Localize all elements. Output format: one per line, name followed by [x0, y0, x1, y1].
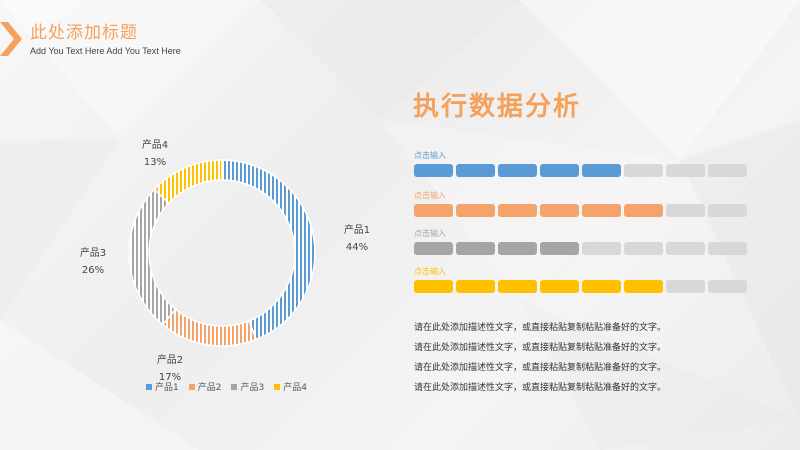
progress-segment-filled [414, 204, 453, 217]
legend-item: 产品2 [188, 380, 222, 393]
slice-percent-label: 13% [144, 157, 166, 168]
legend-swatch [146, 383, 152, 390]
progress-segment-filled [582, 164, 621, 177]
legend-item: 产品1 [146, 380, 179, 393]
legend-label: 产品4 [283, 383, 307, 393]
progress-segment-filled [540, 164, 579, 177]
progress-segment-filled [498, 164, 537, 177]
progress-input-label[interactable]: 点击输入 [414, 267, 446, 276]
legend-swatch [188, 383, 195, 390]
progress-bar [414, 242, 747, 255]
description-line: 请在此处添加描述性文字，或直接粘贴复制粘贴准备好的文字。 [414, 343, 667, 353]
progress-bar [414, 164, 747, 177]
legend-label: 产品2 [197, 383, 222, 393]
slice-percent-label: 44% [346, 242, 368, 253]
progress-segment-filled [456, 242, 495, 255]
chevron-right-icon [0, 22, 22, 56]
progress-bar-group: 点击输入 [414, 190, 747, 217]
progress-segment-filled [456, 164, 495, 177]
slice-category-label: 产品2 [157, 353, 183, 366]
progress-segment-filled [540, 204, 579, 217]
section-title: 执行数据分析 [413, 92, 582, 122]
progress-segment-filled [624, 204, 663, 217]
progress-segment-empty [666, 242, 705, 255]
progress-segment-empty [624, 164, 663, 177]
legend-label: 产品1 [155, 383, 179, 393]
progress-segment-empty [666, 204, 705, 217]
slice-category-label: 产品3 [80, 246, 106, 259]
legend-swatch [274, 383, 281, 390]
progress-segment-filled [414, 242, 453, 255]
progress-segment-empty [666, 164, 705, 177]
donut-slice-3 [128, 188, 177, 326]
chart-legend: 产品1 产品2 产品3 产品4 [146, 380, 307, 393]
progress-segment-filled [414, 280, 453, 293]
description-line: 请在此处添加描述性文字，或直接粘贴复制粘贴准备好的文字。 [414, 383, 667, 393]
progress-segment-filled [498, 280, 537, 293]
progress-segment-empty [582, 242, 621, 255]
progress-input-label[interactable]: 点击输入 [414, 191, 446, 200]
page-title: 此处添加标题 [30, 23, 138, 43]
progress-segment-empty [708, 204, 747, 217]
progress-segment-filled [498, 204, 537, 217]
progress-segment-filled [624, 280, 663, 293]
progress-segment-filled [456, 204, 495, 217]
progress-segment-empty [708, 280, 747, 293]
slice-percent-label: 26% [82, 265, 104, 276]
description-line: 请在此处添加描述性文字，或直接粘贴复制粘贴准备好的文字。 [414, 323, 667, 333]
donut-slice-4 [153, 159, 223, 205]
donut-slice-2 [161, 308, 258, 347]
progress-segment-filled [456, 280, 495, 293]
legend-item: 产品3 [231, 380, 264, 393]
progress-segment-filled [540, 280, 579, 293]
progress-bar [414, 204, 747, 217]
description-line: 请在此处添加描述性文字，或直接粘贴复制粘贴准备好的文字。 [414, 363, 667, 373]
progress-segment-empty [624, 242, 663, 255]
legend-swatch [231, 383, 238, 390]
slice-category-label: 产品1 [344, 223, 370, 236]
progress-bar-group: 点击输入 [414, 266, 747, 293]
legend-item: 产品4 [274, 380, 307, 393]
progress-segment-filled [582, 204, 621, 217]
progress-segment-filled [540, 242, 579, 255]
description-block: 请在此处添加描述性文字，或直接粘贴复制粘贴准备好的文字。 请在此处添加描述性文字… [414, 318, 774, 398]
progress-bar [414, 280, 747, 293]
progress-bar-group: 点击输入 [414, 228, 747, 255]
progress-segment-filled [582, 280, 621, 293]
progress-segment-empty [666, 280, 705, 293]
progress-input-label[interactable]: 点击输入 [414, 229, 446, 238]
slice-percent-label: 17% [159, 372, 181, 383]
progress-bar-group: 点击输入 [414, 150, 747, 177]
progress-segment-filled [414, 164, 453, 177]
progress-input-label[interactable]: 点击输入 [414, 151, 446, 160]
slice-category-label: 产品4 [142, 138, 168, 151]
donut-slice-1 [221, 159, 316, 341]
progress-segment-filled [498, 242, 537, 255]
legend-label: 产品3 [240, 383, 265, 393]
progress-segment-empty [708, 164, 747, 177]
progress-segment-empty [708, 242, 747, 255]
page-subtitle: Add You Text Here Add You Text Here [30, 46, 181, 56]
